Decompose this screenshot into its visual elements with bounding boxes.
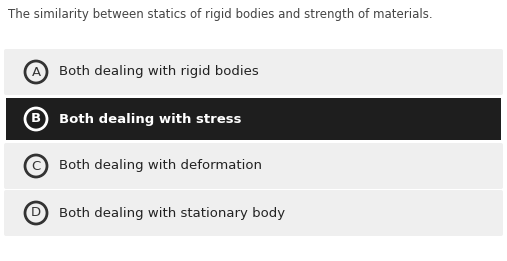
Text: Both dealing with stationary body: Both dealing with stationary body — [59, 206, 285, 220]
Text: Both dealing with deformation: Both dealing with deformation — [59, 159, 262, 173]
Text: Both dealing with rigid bodies: Both dealing with rigid bodies — [59, 66, 259, 79]
Text: C: C — [31, 159, 41, 173]
Text: Both dealing with stress: Both dealing with stress — [59, 112, 241, 126]
FancyBboxPatch shape — [4, 190, 503, 236]
Text: B: B — [31, 112, 41, 126]
FancyBboxPatch shape — [4, 49, 503, 95]
Text: The similarity between statics of rigid bodies and strength of materials.: The similarity between statics of rigid … — [8, 8, 432, 21]
FancyBboxPatch shape — [6, 98, 501, 140]
Text: D: D — [31, 206, 41, 220]
Text: A: A — [31, 66, 41, 79]
FancyBboxPatch shape — [4, 143, 503, 189]
